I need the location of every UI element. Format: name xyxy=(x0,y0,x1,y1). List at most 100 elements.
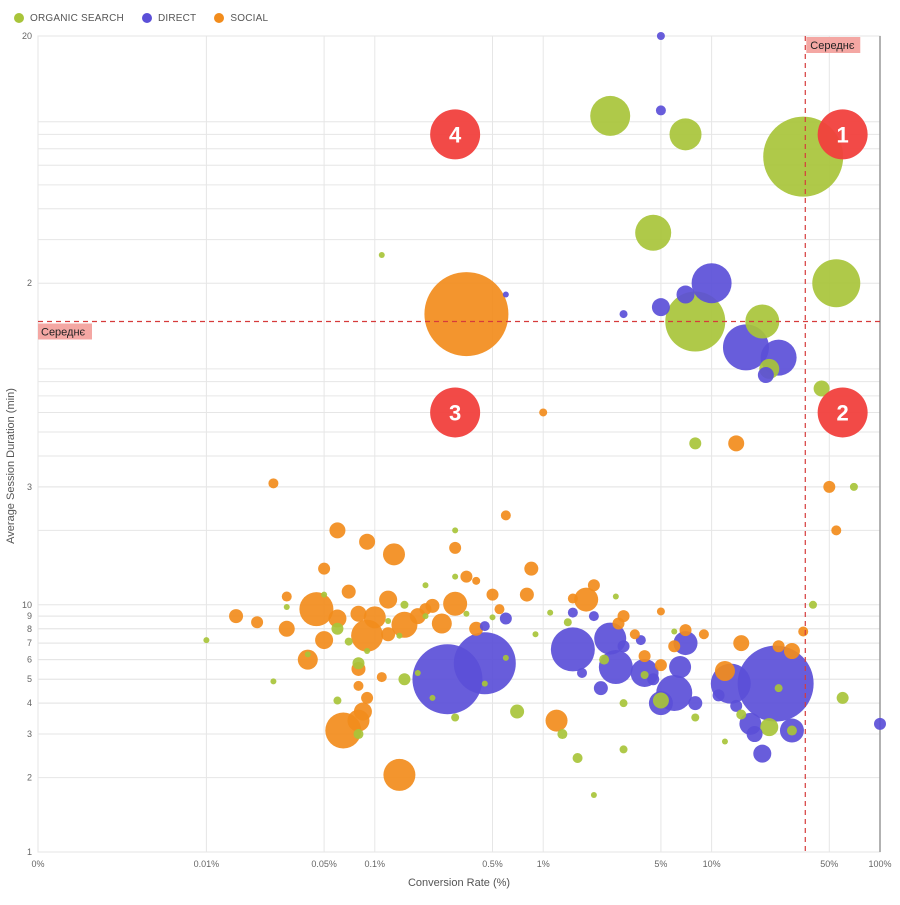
bubble-point xyxy=(714,660,735,681)
bubble-point xyxy=(691,263,732,304)
legend-item-direct[interactable]: DIRECT xyxy=(141,13,196,24)
bubble-point xyxy=(599,654,610,665)
bubble-point xyxy=(772,640,785,653)
y-tick-label: 3 xyxy=(27,482,32,492)
bubble-point xyxy=(396,632,403,639)
y-tick-label: 4 xyxy=(27,698,32,708)
quadrant-number: 3 xyxy=(449,400,461,425)
bubble-point xyxy=(494,604,505,615)
bubble-point xyxy=(588,611,599,622)
bubble-point xyxy=(304,651,311,658)
legend-swatch xyxy=(214,13,225,23)
quadrant-number: 4 xyxy=(449,122,462,147)
bubble-point xyxy=(656,607,665,616)
bubble-point xyxy=(297,649,318,670)
bubble-point xyxy=(499,612,512,625)
bubble-point xyxy=(479,621,490,632)
bubble-point xyxy=(577,667,588,678)
bubble-point xyxy=(299,592,334,627)
bubble-point xyxy=(689,437,702,450)
bubble-point xyxy=(590,792,597,799)
bubble-point xyxy=(452,573,459,580)
bubble-point xyxy=(278,620,295,637)
y-tick-label: 5 xyxy=(27,674,32,684)
bubble-point xyxy=(691,713,700,722)
bubble-point xyxy=(451,713,460,722)
average-lines: Середнє Середнє xyxy=(38,36,880,852)
bubble-point xyxy=(874,717,886,730)
x-tick-label: 0.5% xyxy=(482,859,503,869)
x-tick-label: 100% xyxy=(868,859,891,869)
bubble-point xyxy=(671,628,678,635)
bubble-point xyxy=(532,631,539,638)
bubble-point xyxy=(612,593,619,600)
y-axis-title: Average Session Duration (min) xyxy=(5,388,17,544)
bubble-point xyxy=(550,627,595,672)
bubble-point xyxy=(422,613,429,620)
bubbles xyxy=(203,32,886,799)
bubble-point xyxy=(486,588,499,601)
bubble-point xyxy=(656,32,665,40)
bubble-point xyxy=(737,645,814,722)
legend-label: SOCIAL xyxy=(230,12,269,24)
bubble-point xyxy=(587,579,600,592)
y-tick-label: 6 xyxy=(27,655,32,665)
legend-swatch xyxy=(141,13,152,23)
bubble-point xyxy=(783,643,800,660)
bubble-point xyxy=(557,729,568,740)
x-tick-label: 0.1% xyxy=(365,859,386,869)
quadrant-markers: 1 2 3 4 xyxy=(430,109,868,438)
legend-swatch xyxy=(14,13,24,23)
bubble-point xyxy=(655,105,666,116)
bubble-point xyxy=(424,272,509,357)
bubble-point xyxy=(359,533,376,550)
bubble-point xyxy=(619,699,628,708)
bubble-point xyxy=(502,654,509,661)
average-label-x: Середнє xyxy=(810,40,855,52)
y-tick-label: 2 xyxy=(27,278,32,288)
bubble-point xyxy=(385,617,392,624)
average-label-y: Середнє xyxy=(41,326,86,338)
bubble-point xyxy=(469,621,484,636)
bubble-point xyxy=(629,629,640,640)
bubble-point xyxy=(363,606,386,629)
bubble-point xyxy=(283,603,290,610)
legend-item-organic-search[interactable]: ORGANIC SEARCH xyxy=(14,13,124,24)
bubble-point xyxy=(502,291,509,298)
bubble-point xyxy=(328,609,347,628)
bubble-point xyxy=(567,607,578,618)
bubble-point xyxy=(203,637,210,644)
y-tick-label: 8 xyxy=(27,624,32,634)
bubble-point xyxy=(698,629,709,640)
bubble-point xyxy=(431,613,452,634)
bubble-point xyxy=(268,478,279,489)
x-tick-label: 10% xyxy=(703,859,721,869)
legend: ORGANIC SEARCH DIRECT SOCIAL xyxy=(14,8,268,28)
bubble-point xyxy=(574,587,599,612)
bubble-point xyxy=(567,593,578,604)
bubble-point xyxy=(429,694,436,701)
bubble-point xyxy=(449,541,462,554)
bubble-point xyxy=(519,587,534,602)
bubble-point xyxy=(635,214,672,251)
bubble-point xyxy=(808,600,817,609)
legend-item-social[interactable]: SOCIAL xyxy=(214,13,268,24)
y-tick-label: 20 xyxy=(22,31,32,41)
bubble-point xyxy=(823,480,836,493)
bubble-point xyxy=(668,640,681,653)
bubble-point xyxy=(728,435,745,452)
bubble-point xyxy=(382,543,405,566)
bubble-point xyxy=(472,576,481,585)
bubble-point xyxy=(547,609,554,616)
bubble-point xyxy=(753,744,772,763)
bubble-point xyxy=(798,626,809,637)
bubble-point xyxy=(378,252,385,259)
bubble-point xyxy=(593,681,608,696)
bubble-point xyxy=(270,678,277,685)
bubble-point xyxy=(452,527,459,534)
y-tick-label: 9 xyxy=(27,611,32,621)
y-tick-label: 3 xyxy=(27,729,32,739)
bubble-point xyxy=(350,605,367,622)
y-tick-label: 2 xyxy=(27,773,32,783)
